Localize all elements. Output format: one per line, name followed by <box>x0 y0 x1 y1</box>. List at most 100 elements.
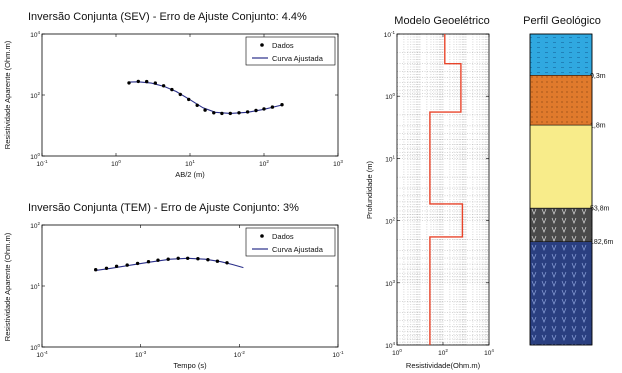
sev-legend: Dados Curva Ajustada <box>245 36 336 66</box>
tem-data-point <box>176 256 180 260</box>
modelo-model-line <box>429 34 464 345</box>
sev-x-tick-label: 102 <box>259 159 269 168</box>
perfil-layer-pattern-1 <box>530 34 592 76</box>
sev-data-point <box>270 105 275 109</box>
sev-x-tick-label: 10-1 <box>36 159 48 168</box>
sev-data-point <box>237 111 241 115</box>
tem-legend-dados: Dados <box>272 232 294 241</box>
sev-data-point <box>262 107 266 111</box>
perfil-frame <box>529 33 593 346</box>
sev-y-tick-label: 104 <box>30 30 40 39</box>
sev-y-tick-label: 102 <box>30 91 40 100</box>
tem-data-point <box>156 258 160 262</box>
perfil-layer-pattern-2 <box>530 75 592 126</box>
tem-data-point <box>225 261 229 265</box>
tem-data-point <box>166 257 170 261</box>
sev-data-point <box>187 97 191 102</box>
perfil-layer-pattern-4 <box>530 208 592 242</box>
sev-data-point <box>212 111 216 115</box>
modelo-y-tick-label: 10-1 <box>384 30 396 39</box>
perfil-depth-label: 53,8m <box>590 206 610 213</box>
tem-series <box>94 256 244 272</box>
sev-data-point <box>153 81 157 85</box>
sev-legend-dados: Dados <box>272 41 294 50</box>
sev-legend-curva: Curva Ajustada <box>272 54 324 63</box>
modelo-y-label: Profundidade (m) <box>365 161 374 219</box>
sev-x-label: AB/2 (m) <box>175 170 205 179</box>
sev-data-point <box>195 103 199 108</box>
modelo-y-tick-label: 104 <box>385 341 395 350</box>
sev-data-point <box>245 110 250 114</box>
sev-data-point <box>228 111 232 116</box>
modelo-x-tick-label: 100 <box>392 348 402 357</box>
tem-y-tick-label: 101 <box>30 282 40 291</box>
sev-data-point <box>127 81 131 85</box>
perfil-depth-label: 182,6m <box>590 239 614 246</box>
modelo-x-tick-label: 102 <box>438 348 448 357</box>
sev-data-point <box>254 108 258 113</box>
sev-data-point <box>220 111 224 116</box>
tem-data-point <box>196 257 200 261</box>
tem-data-point <box>94 268 98 272</box>
perfil-depth-label: 1,8m <box>590 123 606 130</box>
perfil-title: Perfil Geológico <box>523 15 601 27</box>
perfil-layer-3 <box>529 124 593 209</box>
tem-data-point <box>146 260 151 264</box>
modelo-title: Modelo Geoelétrico <box>394 15 489 27</box>
sev-data-point <box>203 108 207 112</box>
modelo-x-tick-label: 104 <box>484 348 494 357</box>
sev-y-tick-label: 100 <box>30 152 40 161</box>
sev-data-point <box>136 79 140 84</box>
sev-data-point <box>170 87 174 92</box>
sev-fit-curve <box>128 81 283 114</box>
sev-legend-marker <box>260 43 264 47</box>
perfil-geologico: Perfil Geológico 0,3m 1,8m 53,8m 182,6m <box>523 15 614 346</box>
perfil-layer-pattern-5 <box>530 241 592 345</box>
tem-legend-box <box>245 227 336 257</box>
modelo-y-tick-label: 101 <box>385 154 395 163</box>
tem-title: Inversão Conjunta (TEM) - Erro de Ajuste… <box>28 202 299 214</box>
modelo-y-tick-label: 100 <box>385 92 395 101</box>
sev-data-point <box>145 79 149 84</box>
tem-x-label: Tempo (s) <box>173 361 207 370</box>
tem-x-tick-label: 10-1 <box>332 350 344 359</box>
tem-axis-ticks: 10-4 10-3 10-2 10-1 100 101 102 <box>30 221 344 359</box>
sev-data-point <box>178 92 182 97</box>
modelo-x-label: Resistividade(Ohm.m) <box>406 361 481 370</box>
tem-y-label: Resistividade Aparente (Ohm.m) <box>3 232 12 341</box>
tem-data-point <box>135 261 140 266</box>
modelo-axis-ticks: 100 102 104 10-1 100 101 102 103 104 <box>384 30 495 357</box>
sev-x-tick-label: 103 <box>333 159 343 168</box>
modelo-grid <box>397 34 489 345</box>
modelo-chart: Modelo Geoelétrico 100 102 10410-110010110… <box>365 15 494 370</box>
tem-y-tick-label: 102 <box>30 221 40 230</box>
tem-legend-marker <box>260 234 264 238</box>
tem-legend-curva: Curva Ajustada <box>272 245 324 254</box>
tem-x-tick-label: 10-3 <box>135 350 147 359</box>
sev-y-label: Resistividade Aparente (Ohm.m) <box>3 40 12 149</box>
tem-legend: Dados Curva Ajustada <box>245 227 336 257</box>
tem-y-tick-label: 100 <box>30 343 40 352</box>
tem-data-point <box>104 266 109 270</box>
perfil-layers: 0,3m 1,8m 53,8m 182,6m <box>529 33 614 346</box>
sev-series <box>127 79 284 116</box>
tem-data-point <box>186 256 190 260</box>
sev-legend-box <box>245 36 336 66</box>
tem-x-tick-label: 10-4 <box>36 350 48 359</box>
tem-data-point <box>215 259 220 263</box>
tem-chart: Inversão Conjunta (TEM) - Erro de Ajuste… <box>3 202 344 370</box>
sev-data-point <box>280 103 284 107</box>
modelo-y-tick-label: 102 <box>385 217 395 226</box>
tem-data-point <box>114 264 119 268</box>
modelo-series <box>429 34 464 345</box>
perfil-depth-label: 0,3m <box>590 73 606 80</box>
sev-title: Inversão Conjunta (SEV) - Erro de Ajuste… <box>28 11 307 23</box>
sev-x-tick-label: 100 <box>111 159 121 168</box>
sev-data-point <box>161 84 166 88</box>
modelo-y-tick-label: 103 <box>385 279 395 288</box>
tem-x-tick-label: 10-2 <box>234 350 246 359</box>
tem-data-point <box>125 263 129 267</box>
sev-chart: Inversão Conjunta (SEV) - Erro de Ajuste… <box>3 11 343 179</box>
